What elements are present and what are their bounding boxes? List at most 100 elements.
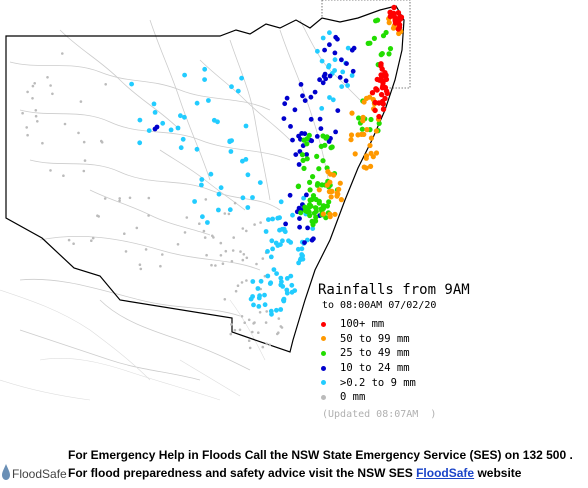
station-dot bbox=[301, 165, 307, 171]
grey-dot-icon bbox=[321, 394, 326, 400]
station-dot bbox=[247, 339, 251, 343]
station-dot bbox=[266, 217, 271, 223]
station-dot bbox=[128, 196, 132, 200]
station-dot bbox=[192, 199, 198, 204]
red-dot-icon bbox=[321, 321, 326, 327]
station-dot bbox=[288, 273, 294, 279]
station-dot bbox=[288, 124, 293, 129]
water-drop-icon bbox=[2, 464, 10, 480]
station-dot bbox=[376, 113, 382, 120]
station-dot bbox=[233, 328, 237, 332]
station-dot bbox=[372, 99, 378, 106]
station-dot bbox=[228, 149, 234, 154]
station-dot bbox=[275, 243, 281, 248]
station-dot bbox=[215, 119, 220, 125]
blue-dot-icon bbox=[321, 365, 326, 371]
station-dot bbox=[82, 140, 86, 144]
station-dot bbox=[289, 282, 295, 288]
station-dot bbox=[241, 227, 245, 230]
station-dot bbox=[152, 110, 158, 115]
station-dot bbox=[348, 137, 354, 143]
station-dot bbox=[319, 58, 325, 64]
station-dot bbox=[200, 214, 205, 220]
station-dot bbox=[146, 128, 152, 134]
station-dot bbox=[304, 141, 310, 147]
station-dot bbox=[137, 117, 143, 123]
station-dot bbox=[253, 321, 256, 324]
station-dot bbox=[103, 197, 107, 200]
station-dot bbox=[279, 325, 283, 328]
station-dot bbox=[278, 199, 284, 205]
station-dot bbox=[386, 20, 392, 26]
station-dot bbox=[392, 18, 398, 24]
station-dot bbox=[319, 106, 325, 111]
station-dot bbox=[378, 61, 384, 67]
station-dot bbox=[240, 281, 244, 284]
station-dot bbox=[349, 73, 355, 78]
station-dot bbox=[259, 221, 262, 224]
station-dot bbox=[339, 57, 344, 63]
station-dot bbox=[326, 199, 332, 205]
station-dot bbox=[302, 131, 308, 137]
legend-label: 10 to 24 mm bbox=[340, 362, 410, 375]
station-dot bbox=[376, 120, 382, 126]
station-dot bbox=[61, 52, 64, 55]
station-dot bbox=[90, 239, 93, 242]
station-dot bbox=[243, 123, 249, 129]
station-dot bbox=[299, 152, 305, 158]
station-dot bbox=[230, 260, 234, 263]
station-dot bbox=[350, 68, 356, 74]
station-dot bbox=[296, 205, 302, 211]
station-dot bbox=[261, 345, 265, 349]
station-dot bbox=[262, 302, 268, 308]
station-dot bbox=[178, 145, 184, 151]
station-dot bbox=[194, 146, 200, 152]
emergency-help-text: For Emergency Help in Floods Call the NS… bbox=[68, 448, 573, 462]
station-dot bbox=[316, 166, 322, 172]
river-network bbox=[9, 19, 361, 381]
floodsafe-logo: FloodSafe bbox=[0, 454, 67, 484]
station-dot bbox=[284, 95, 290, 101]
station-dot bbox=[227, 138, 233, 144]
station-dot bbox=[250, 195, 255, 200]
station-dot bbox=[307, 197, 313, 203]
station-dot bbox=[269, 238, 275, 244]
station-dot bbox=[306, 209, 312, 215]
station-dot bbox=[265, 249, 270, 254]
station-dot bbox=[308, 203, 314, 209]
legend-updated: (Updated 08:07AM ) bbox=[322, 408, 437, 420]
station-dot bbox=[240, 158, 245, 164]
station-dot bbox=[373, 150, 380, 156]
station-dot bbox=[277, 317, 281, 320]
station-dot bbox=[242, 253, 246, 256]
green-dot-icon bbox=[321, 350, 326, 356]
station-dot bbox=[301, 137, 307, 143]
floodsafe-link[interactable]: FloodSafe bbox=[416, 466, 475, 480]
station-dot bbox=[270, 216, 275, 222]
station-dot bbox=[317, 77, 322, 83]
station-dot bbox=[247, 318, 251, 322]
station-dot bbox=[274, 271, 279, 276]
station-dot bbox=[123, 232, 126, 235]
station-dot bbox=[49, 169, 52, 172]
station-dot bbox=[380, 106, 387, 112]
station-dot bbox=[31, 97, 34, 100]
station-dot bbox=[313, 214, 319, 220]
station-dot bbox=[245, 229, 248, 233]
station-dot bbox=[327, 179, 333, 185]
station-dot bbox=[349, 110, 355, 116]
station-dot bbox=[219, 254, 223, 257]
station-dot bbox=[311, 210, 317, 216]
station-dot bbox=[265, 273, 271, 279]
station-dot bbox=[100, 141, 104, 144]
station-dot bbox=[250, 279, 256, 284]
station-dot bbox=[306, 132, 312, 138]
station-dot bbox=[234, 289, 238, 293]
station-dot bbox=[368, 135, 374, 141]
station-dot bbox=[322, 71, 328, 77]
station-dot bbox=[233, 201, 237, 205]
station-dot bbox=[139, 267, 143, 271]
station-dot bbox=[41, 141, 44, 145]
station-dot bbox=[373, 18, 379, 24]
station-dot bbox=[327, 214, 333, 220]
